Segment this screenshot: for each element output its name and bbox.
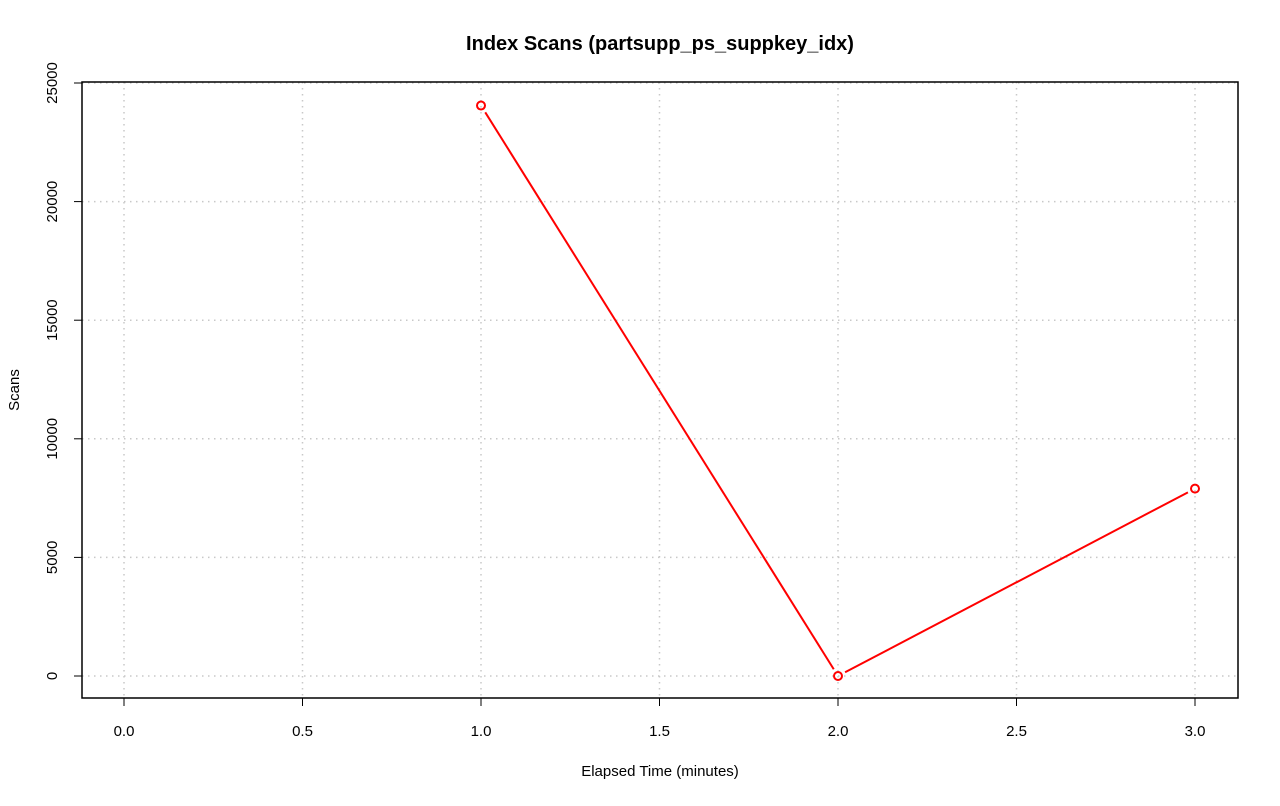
axes: 0.0 0.5 1.0 1.5 2.0 2.5 3.0 0 5000 10000 15000 2000… bbox=[44, 62, 1239, 740]
data-layer bbox=[476, 100, 1200, 681]
data-point bbox=[1190, 483, 1200, 494]
y-tick-label: 15000 bbox=[44, 299, 61, 341]
x-tick-label: 0.0 bbox=[114, 723, 135, 740]
x-tick-label: 1.5 bbox=[649, 723, 670, 740]
x-tick-label: 1.0 bbox=[471, 723, 492, 740]
series-line-segment bbox=[484, 111, 835, 670]
grid-lines bbox=[82, 82, 1238, 698]
y-tick-label: 20000 bbox=[44, 181, 61, 223]
x-axis-title: Elapsed Time (minutes) bbox=[581, 763, 739, 780]
chart-title: Index Scans (partsupp_ps_suppkey_idx) bbox=[466, 33, 854, 55]
y-tick-label: 5000 bbox=[44, 541, 61, 574]
y-tick-label: 0 bbox=[44, 672, 61, 680]
y-axis-title: Scans bbox=[6, 369, 23, 411]
x-tick-label: 2.0 bbox=[828, 723, 849, 740]
data-point bbox=[833, 671, 843, 681]
data-point bbox=[476, 100, 486, 111]
x-tick-label: 2.5 bbox=[1006, 723, 1027, 740]
y-tick-label: 25000 bbox=[44, 62, 61, 104]
series-line-segment bbox=[844, 491, 1189, 674]
y-tick-label: 10000 bbox=[44, 418, 61, 460]
x-tick-label: 3.0 bbox=[1185, 723, 1206, 740]
x-tick-label: 0.5 bbox=[292, 723, 313, 740]
